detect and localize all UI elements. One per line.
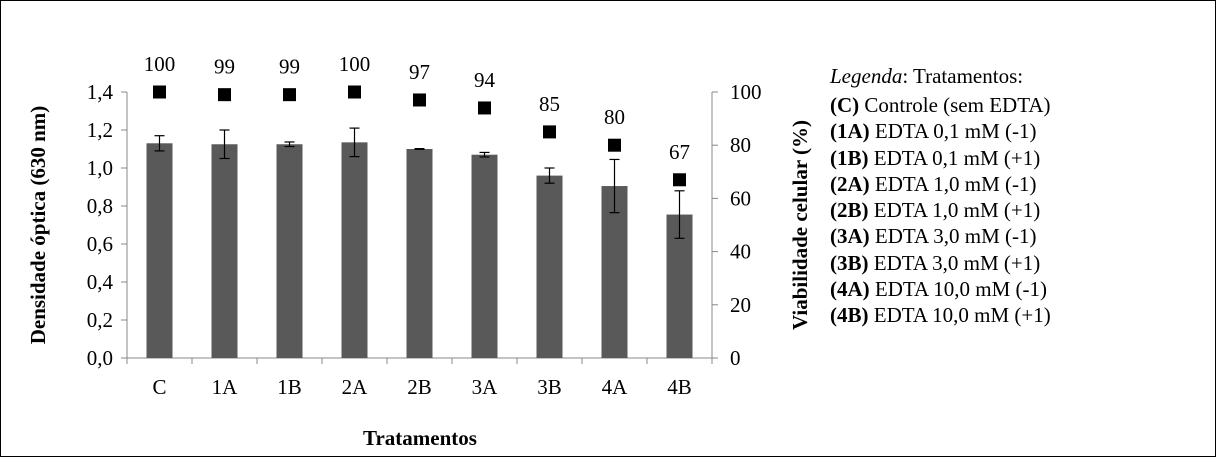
legend-code: (4B): [830, 303, 869, 328]
y-tick-label: 1,0: [87, 156, 113, 180]
x-tick-label: C: [152, 375, 166, 399]
legend-code: (3A): [830, 224, 870, 249]
legend-text: Controle (sem EDTA): [859, 93, 1051, 117]
x-axis-title: Tratamentos: [363, 426, 477, 450]
viability-marker: [153, 85, 166, 99]
x-tick-label: 1A: [212, 375, 239, 399]
legend-text: EDTA 0,1 mM (-1): [869, 119, 1037, 144]
bar: [406, 149, 433, 358]
legend-title-italic: Legenda: [830, 64, 903, 88]
y2-axis-title: Viabilidade celular (%): [788, 120, 812, 330]
data-label: 97: [409, 60, 430, 84]
legend-text: EDTA 10,0 mM (+1): [868, 303, 1051, 328]
legend-title: Legenda: Tratamentos:: [830, 60, 1210, 92]
x-tick-label: 2B: [407, 375, 432, 399]
legend-code: (4A): [830, 277, 870, 302]
bar: [211, 144, 238, 358]
legend: Legenda: Tratamentos: (C) Controle (sem …: [830, 60, 1210, 329]
x-tick-label: 4A: [602, 375, 629, 399]
legend-item: (2A) EDTA 1,0 mM (-1): [830, 171, 1210, 197]
data-label: 67: [669, 140, 690, 164]
x-tick-label: 3B: [537, 375, 562, 399]
data-label: 94: [474, 68, 496, 92]
y-tick-label: 0,4: [87, 270, 114, 294]
y-axis-title: Densidade óptica (630 nm): [26, 106, 50, 345]
y-tick-label: 0,8: [87, 194, 113, 218]
legend-code: (2B): [830, 198, 869, 223]
legend-item: (4B) EDTA 10,0 mM (+1): [830, 302, 1210, 328]
data-label: 99: [214, 55, 235, 79]
y2-tick-label: 0: [730, 346, 741, 370]
data-label: 85: [539, 92, 560, 116]
data-label: 100: [144, 52, 176, 76]
y2-tick-label: 100: [730, 80, 762, 104]
bar: [341, 142, 368, 358]
legend-text: EDTA 3,0 mM (+1): [868, 250, 1041, 275]
viability-marker: [218, 88, 231, 102]
viability-marker: [283, 88, 296, 102]
data-label: 80: [604, 105, 625, 129]
x-tick-label: 2A: [342, 375, 369, 399]
legend-item: (C) Controle (sem EDTA): [830, 92, 1210, 118]
legend-item: (3B) EDTA 3,0 mM (+1): [830, 250, 1210, 276]
y2-tick-label: 80: [730, 133, 751, 157]
legend-item: (3A) EDTA 3,0 mM (-1): [830, 223, 1210, 249]
legend-text: EDTA 10,0 mM (-1): [869, 277, 1048, 302]
y2-tick-label: 40: [730, 240, 751, 264]
bar: [146, 143, 173, 358]
legend-text: EDTA 1,0 mM (-1): [869, 171, 1037, 196]
legend-code: (3B): [830, 250, 869, 275]
legend-code: (1A): [830, 119, 870, 144]
viability-marker: [608, 138, 621, 152]
legend-code: (2A): [830, 171, 870, 196]
y-tick-label: 0,0: [87, 346, 113, 370]
y-tick-label: 0,2: [87, 308, 113, 332]
legend-text: EDTA 3,0 mM (-1): [869, 224, 1037, 249]
legend-code: (C): [830, 93, 860, 117]
legend-item: (2B) EDTA 1,0 mM (+1): [830, 197, 1210, 223]
y2-tick-label: 20: [730, 293, 751, 317]
viability-marker: [413, 93, 426, 107]
x-tick-label: 3A: [472, 375, 499, 399]
x-tick-label: 4B: [667, 375, 692, 399]
legend-code: (1B): [830, 145, 869, 170]
bar: [601, 186, 628, 358]
viability-marker: [478, 101, 491, 115]
legend-text: EDTA 0,1 mM (+1): [868, 145, 1041, 170]
data-label: 99: [279, 55, 300, 79]
y2-tick-label: 60: [730, 186, 751, 210]
legend-item: (1B) EDTA 0,1 mM (+1): [830, 145, 1210, 171]
viability-marker: [673, 173, 686, 187]
y-tick-label: 1,2: [87, 118, 113, 142]
x-tick-label: 1B: [277, 375, 302, 399]
bar: [536, 175, 563, 358]
legend-item: (1A) EDTA 0,1 mM (-1): [830, 118, 1210, 144]
y-tick-label: 1,4: [87, 80, 114, 104]
data-label: 100: [339, 52, 371, 76]
legend-item: (4A) EDTA 10,0 mM (-1): [830, 276, 1210, 302]
viability-marker: [348, 85, 361, 99]
bar: [276, 144, 303, 358]
legend-text: EDTA 1,0 mM (+1): [868, 198, 1041, 223]
legend-title-rest: : Tratamentos:: [902, 64, 1024, 88]
bar: [471, 154, 498, 358]
viability-marker: [543, 125, 556, 139]
y-tick-label: 0,6: [87, 232, 113, 256]
